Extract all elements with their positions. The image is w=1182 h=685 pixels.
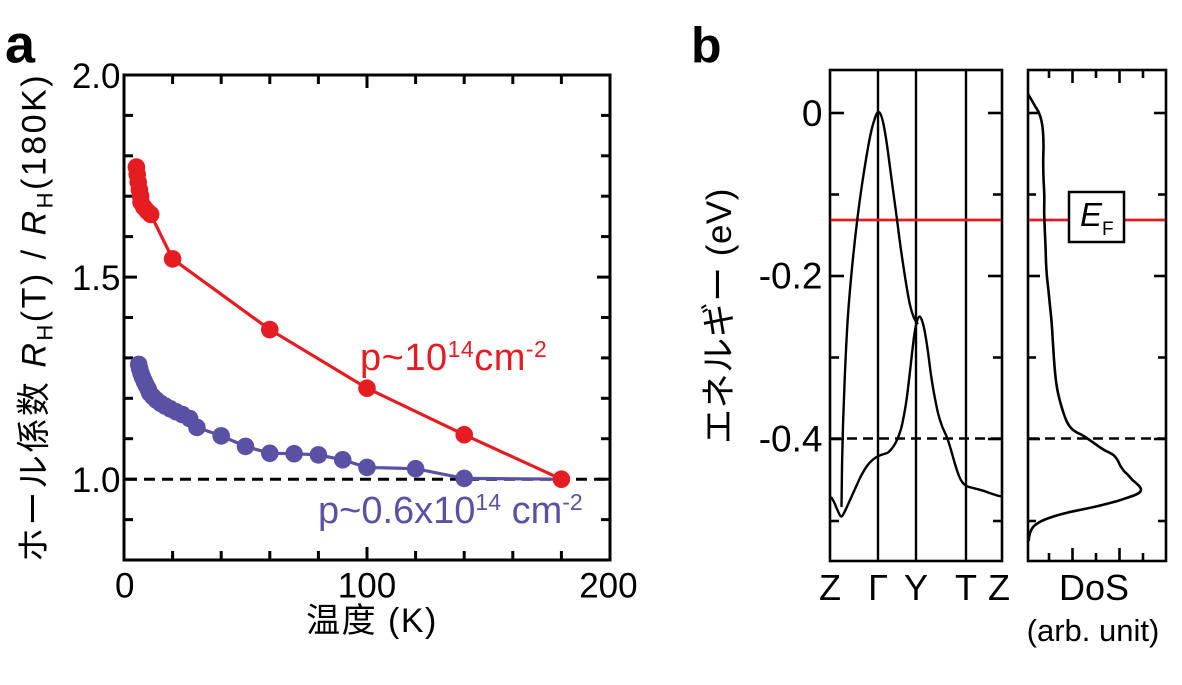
svg-text:Z: Z — [819, 567, 841, 608]
svg-text:1.0: 1.0 — [72, 461, 121, 500]
svg-text:2.0: 2.0 — [72, 57, 121, 96]
svg-text:p~1014cm-2: p~1014cm-2 — [360, 336, 547, 379]
svg-text:Γ: Γ — [868, 567, 888, 608]
svg-text:1.5: 1.5 — [72, 259, 121, 298]
svg-text:(arb. unit): (arb. unit) — [1027, 613, 1160, 648]
svg-text:0: 0 — [115, 567, 134, 606]
svg-text:a: a — [5, 15, 36, 75]
svg-text:Y: Y — [904, 567, 928, 608]
svg-text:温度 (K): 温度 (K) — [306, 602, 438, 640]
svg-text:Z: Z — [988, 567, 1010, 608]
svg-text:-0.2: -0.2 — [759, 256, 823, 297]
svg-text:p~0.6x1014 cm-2: p~0.6x1014 cm-2 — [318, 489, 583, 532]
svg-text:E: E — [1080, 196, 1103, 233]
svg-text:b: b — [691, 18, 722, 74]
svg-text:200: 200 — [579, 567, 637, 606]
svg-text:100: 100 — [338, 567, 396, 606]
svg-text:DoS: DoS — [1059, 567, 1129, 608]
svg-text:ホール係数 RH(T) / RH(180K): ホール係数 RH(T) / RH(180K) — [16, 73, 58, 562]
svg-text:T: T — [955, 567, 977, 608]
svg-text:エネルギー (eV): エネルギー (eV) — [700, 188, 739, 444]
svg-text:-0.4: -0.4 — [759, 419, 823, 460]
svg-text:F: F — [1102, 219, 1114, 240]
svg-text:0: 0 — [802, 93, 823, 134]
